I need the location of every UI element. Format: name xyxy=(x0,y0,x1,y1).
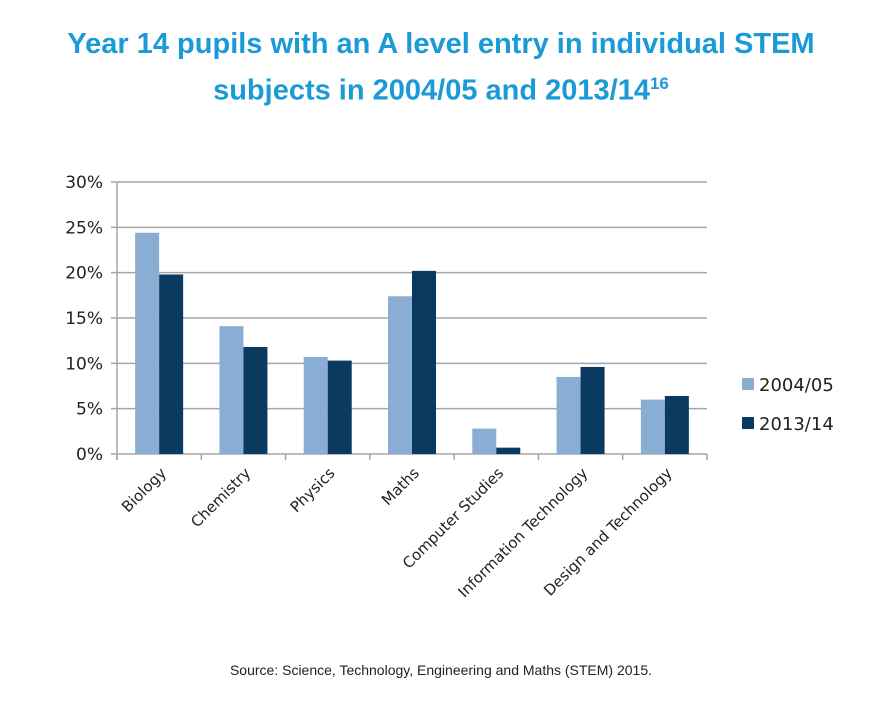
bar-2004-05 xyxy=(640,399,665,454)
legend-label: 2013/14 xyxy=(759,414,834,435)
bar-2004-05 xyxy=(303,356,328,454)
legend-label: 2004/05 xyxy=(759,375,834,396)
bar-2004-05 xyxy=(219,326,244,454)
bar-2004-05 xyxy=(135,232,160,454)
title-footnote: 16 xyxy=(649,74,669,93)
bar-2013-14 xyxy=(664,395,689,454)
y-tick-label: 0% xyxy=(76,445,103,465)
bar-2013-14 xyxy=(496,447,521,454)
bar-2004-05 xyxy=(556,376,581,454)
source-note: Source: Science, Technology, Engineering… xyxy=(229,662,653,678)
y-tick-label: 25% xyxy=(65,218,103,238)
bar-2013-14 xyxy=(159,274,184,454)
title-line-1: Year 14 pupils with an A level entry in … xyxy=(67,28,815,60)
bar-2013-14 xyxy=(243,347,268,454)
x-tick-label: Physics xyxy=(287,464,339,516)
x-tick-label: Biology xyxy=(118,464,170,516)
x-tick-label: Chemistry xyxy=(187,464,254,531)
legend-swatch xyxy=(742,378,754,390)
bar-2013-14 xyxy=(412,270,436,454)
bar-2013-14 xyxy=(580,366,605,454)
y-tick-label: 30% xyxy=(65,173,103,193)
bar-2013-14 xyxy=(327,360,352,454)
y-tick-label: 20% xyxy=(65,264,103,284)
title-line-2: subjects in 2004/05 and 2013/14 xyxy=(213,74,650,107)
y-tick-label: 10% xyxy=(65,354,103,374)
bar-2004-05 xyxy=(388,296,412,454)
x-tick-label: Maths xyxy=(378,464,423,509)
y-tick-label: 5% xyxy=(76,400,103,420)
legend-swatch xyxy=(742,417,754,429)
chart-title: Year 14 pupils with an A level entry in … xyxy=(0,24,882,111)
bar-2004-05 xyxy=(472,428,497,454)
y-tick-label: 15% xyxy=(65,309,103,329)
